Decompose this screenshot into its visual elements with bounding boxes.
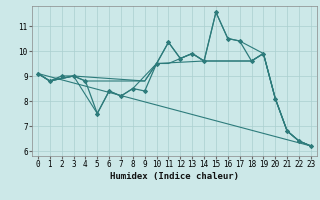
X-axis label: Humidex (Indice chaleur): Humidex (Indice chaleur) — [110, 172, 239, 181]
